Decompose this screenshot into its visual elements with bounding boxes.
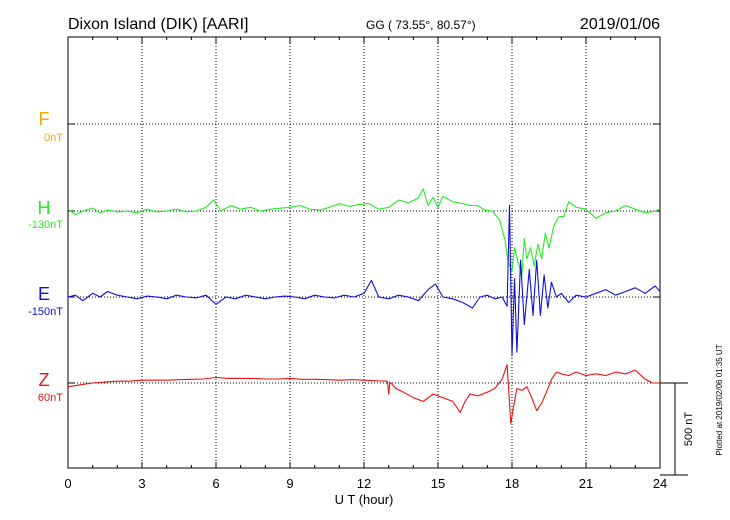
series-label-e: E	[38, 284, 50, 304]
series-line-h	[67, 188, 661, 276]
baseline-label-e: -150nT	[28, 306, 63, 318]
x-tick-label: 15	[431, 476, 445, 491]
plotted-at-note: Plotted at 2019/02/06 01:35 UT	[715, 344, 724, 455]
x-tick-label: 21	[579, 476, 593, 491]
series-line-z	[67, 364, 660, 425]
x-tick-label: 9	[286, 476, 293, 491]
series-label-f: F	[39, 109, 50, 129]
scale-bar-label: 500 nT	[683, 412, 695, 447]
series-line-e	[67, 204, 661, 357]
series-label-z: Z	[39, 370, 50, 390]
series-label-h: H	[38, 198, 51, 218]
x-tick-label: 3	[138, 476, 145, 491]
x-tick-label: 0	[64, 476, 71, 491]
series-f: F 0nT	[39, 109, 64, 144]
station-title: Dixon Island (DIK) [AARI]	[68, 16, 249, 33]
series-h: H-130nT	[28, 188, 661, 276]
baseline-label-h: -130nT	[28, 219, 63, 231]
series-e: E -150nT	[28, 204, 661, 357]
x-tick-label: 24	[653, 476, 667, 491]
x-tick-label: 6	[212, 476, 219, 491]
x-tick-label: 12	[357, 476, 371, 491]
series-z: Z 60nT	[38, 364, 660, 425]
plot-date: 2019/01/06	[580, 16, 660, 33]
station-coordinates: GG ( 73.55°, 80.57°)	[366, 18, 476, 32]
baseline-label-f: 0nT	[44, 132, 63, 144]
x-tick-label: 18	[505, 476, 519, 491]
baseline-label-z: 60nT	[38, 392, 63, 404]
x-axis-label: U T (hour)	[335, 492, 394, 507]
